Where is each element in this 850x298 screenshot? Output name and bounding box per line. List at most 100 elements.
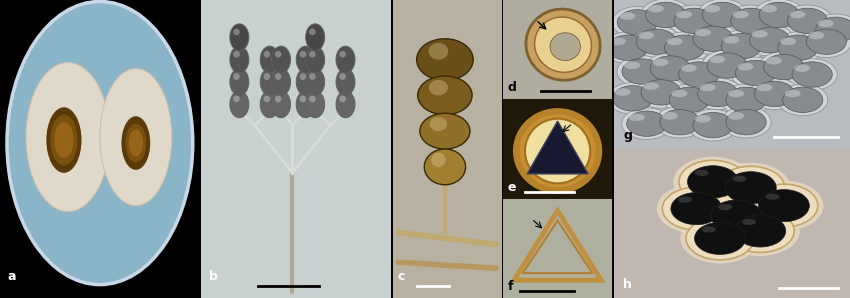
Ellipse shape	[660, 32, 710, 63]
Ellipse shape	[782, 5, 832, 37]
Ellipse shape	[705, 5, 721, 13]
Ellipse shape	[641, 0, 691, 31]
Ellipse shape	[693, 78, 743, 110]
Ellipse shape	[230, 69, 249, 95]
Ellipse shape	[336, 69, 355, 95]
Ellipse shape	[620, 12, 635, 20]
Ellipse shape	[650, 56, 690, 81]
Ellipse shape	[233, 51, 240, 58]
Ellipse shape	[688, 23, 738, 55]
Ellipse shape	[296, 69, 315, 95]
Ellipse shape	[678, 197, 692, 203]
Ellipse shape	[688, 166, 739, 198]
Ellipse shape	[726, 87, 766, 112]
Ellipse shape	[703, 195, 771, 238]
Text: d: d	[507, 81, 517, 94]
Ellipse shape	[309, 29, 315, 35]
Ellipse shape	[765, 194, 779, 200]
Ellipse shape	[758, 190, 809, 222]
Ellipse shape	[751, 30, 768, 38]
Ellipse shape	[665, 35, 705, 60]
Ellipse shape	[726, 209, 794, 252]
Ellipse shape	[761, 5, 777, 13]
Ellipse shape	[550, 33, 581, 60]
Ellipse shape	[756, 84, 773, 91]
Ellipse shape	[688, 109, 738, 141]
Ellipse shape	[339, 73, 346, 80]
Ellipse shape	[686, 217, 754, 260]
Ellipse shape	[128, 130, 143, 156]
Text: a: a	[8, 270, 16, 283]
Ellipse shape	[306, 24, 325, 51]
Ellipse shape	[664, 84, 714, 116]
Ellipse shape	[306, 46, 325, 73]
Ellipse shape	[764, 55, 804, 80]
Ellipse shape	[296, 91, 315, 118]
Ellipse shape	[790, 11, 806, 18]
Ellipse shape	[721, 33, 762, 59]
Ellipse shape	[694, 222, 745, 254]
Ellipse shape	[636, 77, 686, 108]
Ellipse shape	[615, 88, 631, 96]
Ellipse shape	[707, 53, 747, 78]
Ellipse shape	[680, 213, 760, 263]
Ellipse shape	[697, 0, 747, 31]
Ellipse shape	[47, 107, 82, 173]
Ellipse shape	[750, 28, 790, 53]
Ellipse shape	[264, 96, 270, 102]
Ellipse shape	[122, 116, 150, 170]
Ellipse shape	[678, 62, 719, 87]
Ellipse shape	[674, 8, 714, 34]
Ellipse shape	[624, 61, 640, 69]
Ellipse shape	[26, 63, 110, 212]
Ellipse shape	[711, 200, 762, 232]
Ellipse shape	[233, 73, 240, 80]
Ellipse shape	[275, 96, 281, 102]
Ellipse shape	[654, 106, 705, 138]
Ellipse shape	[100, 69, 172, 206]
Text: h: h	[623, 277, 632, 291]
Ellipse shape	[296, 46, 315, 73]
Ellipse shape	[735, 60, 775, 86]
Ellipse shape	[299, 96, 306, 102]
Ellipse shape	[621, 108, 672, 139]
Ellipse shape	[309, 73, 315, 80]
Ellipse shape	[264, 73, 270, 80]
Ellipse shape	[612, 7, 662, 38]
Ellipse shape	[792, 62, 832, 87]
Ellipse shape	[669, 87, 710, 112]
Ellipse shape	[233, 96, 240, 102]
Ellipse shape	[731, 8, 771, 34]
Ellipse shape	[726, 5, 776, 37]
Ellipse shape	[721, 106, 771, 138]
Ellipse shape	[275, 51, 281, 58]
Ellipse shape	[671, 193, 722, 225]
Ellipse shape	[807, 29, 847, 55]
Ellipse shape	[622, 59, 662, 84]
Ellipse shape	[694, 29, 711, 36]
Ellipse shape	[636, 29, 677, 55]
Ellipse shape	[697, 191, 776, 241]
Text: c: c	[397, 270, 405, 283]
Ellipse shape	[802, 26, 850, 58]
Ellipse shape	[260, 46, 279, 73]
Ellipse shape	[745, 24, 795, 56]
Ellipse shape	[662, 112, 677, 119]
Ellipse shape	[272, 46, 291, 73]
Ellipse shape	[785, 90, 801, 97]
Ellipse shape	[681, 64, 697, 72]
Ellipse shape	[638, 32, 654, 39]
Text: b: b	[209, 270, 218, 283]
Ellipse shape	[728, 90, 744, 97]
Ellipse shape	[759, 51, 809, 83]
Ellipse shape	[519, 114, 596, 187]
Ellipse shape	[513, 108, 602, 194]
Ellipse shape	[673, 157, 752, 207]
Ellipse shape	[759, 2, 799, 28]
Ellipse shape	[641, 80, 681, 105]
Ellipse shape	[725, 172, 776, 204]
Ellipse shape	[299, 73, 306, 80]
Ellipse shape	[309, 96, 315, 102]
Ellipse shape	[339, 51, 346, 58]
Ellipse shape	[643, 82, 659, 90]
